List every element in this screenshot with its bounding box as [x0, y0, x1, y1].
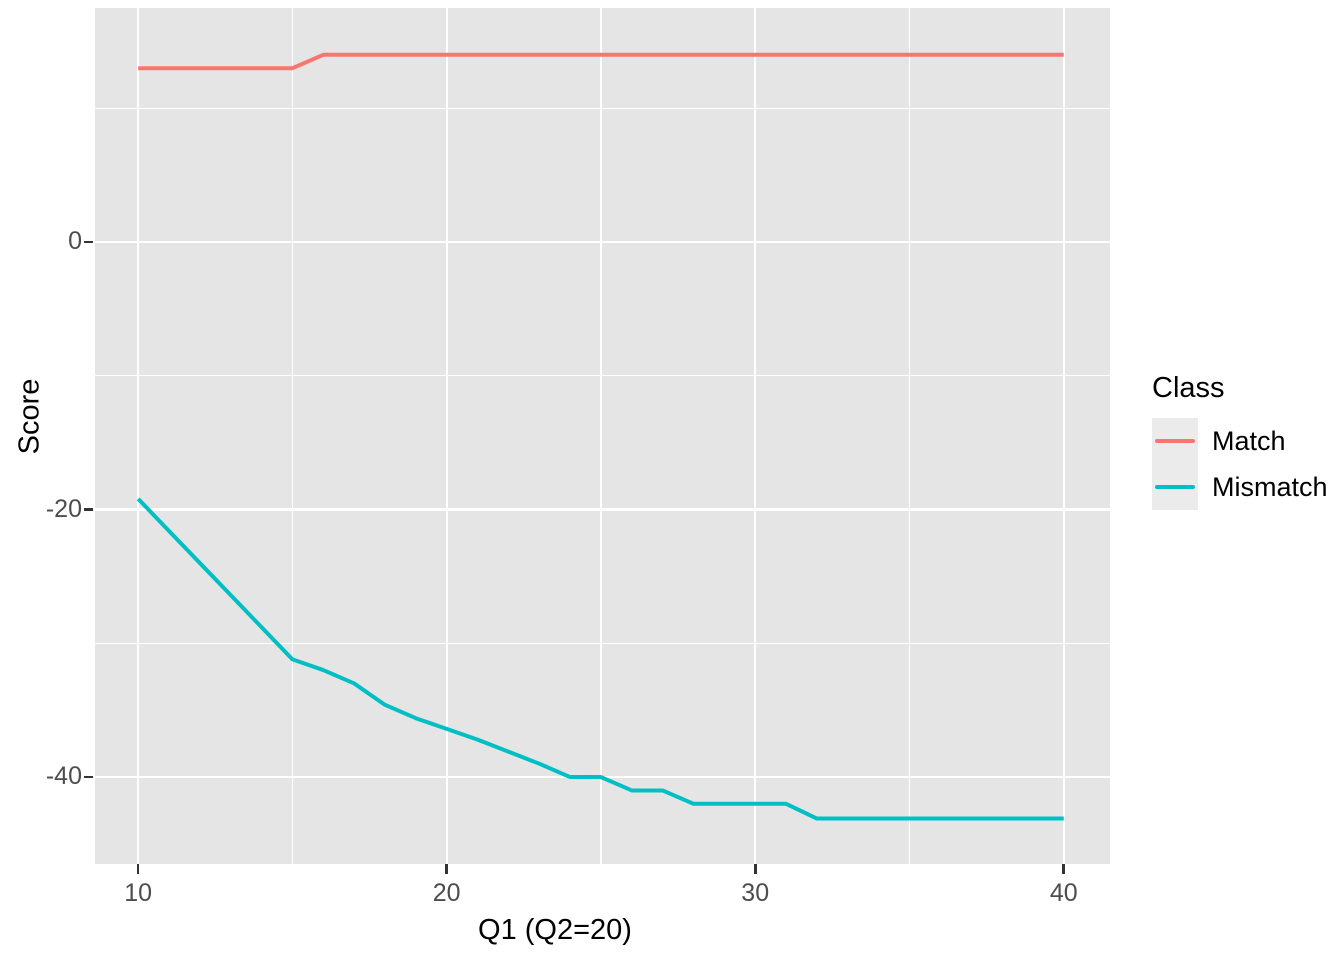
gridline-x-major: [445, 8, 448, 864]
x-tick-mark: [445, 864, 448, 874]
gridline-y-minor: [95, 642, 1110, 644]
gridline-x-minor: [600, 8, 602, 864]
gridline-x-minor: [908, 8, 911, 864]
legend-entry[interactable]: Match: [1152, 418, 1344, 464]
gridline-x-minor: [291, 8, 294, 864]
plot-panel: [95, 8, 1110, 864]
x-tick-label: 40: [1049, 879, 1078, 907]
gridline-y-minor: [95, 107, 1110, 109]
gridline-y-minor: [95, 375, 1110, 377]
legend-key-swatch: [1152, 418, 1198, 464]
gridline-y-major: [95, 508, 1110, 511]
x-tick-label: 30: [741, 879, 770, 907]
legend-entry-label: Match: [1212, 425, 1286, 456]
legend-title: Class: [1152, 372, 1225, 404]
y-tick-label: -20: [45, 494, 82, 523]
legend-key-swatch: [1152, 464, 1198, 510]
gridline-y-major: [95, 240, 1110, 244]
legend-entries: Match Mismatch: [1152, 418, 1344, 510]
legend: Class Match Mismatch: [1152, 372, 1344, 510]
legend-entry-label: Mismatch: [1212, 471, 1328, 502]
y-tick-mark: [84, 240, 93, 244]
x-axis-title: Q1 (Q2=20): [478, 914, 632, 946]
y-tick-mark: [84, 775, 93, 779]
line-series-mismatch: [136, 497, 1064, 821]
x-tick-mark: [753, 864, 757, 874]
gridline-x-major: [1062, 8, 1065, 864]
y-axis-title: Score: [13, 378, 46, 455]
line-series-match: [138, 52, 1064, 71]
x-tick-mark: [1062, 864, 1066, 874]
x-tick-label: 10: [124, 879, 153, 907]
y-tick-label: -40: [45, 762, 82, 791]
legend-line-icon: [1155, 485, 1195, 489]
y-tick-mark: [84, 508, 93, 511]
x-tick-label: 20: [432, 879, 461, 907]
gridline-x-major: [754, 8, 757, 864]
legend-line-icon: [1155, 439, 1195, 443]
legend-entry[interactable]: Mismatch: [1152, 464, 1344, 510]
series-layer: [136, 52, 1064, 821]
gridline-x-major: [136, 8, 140, 864]
x-tick-mark: [136, 864, 140, 874]
y-tick-label: 0: [68, 227, 82, 256]
